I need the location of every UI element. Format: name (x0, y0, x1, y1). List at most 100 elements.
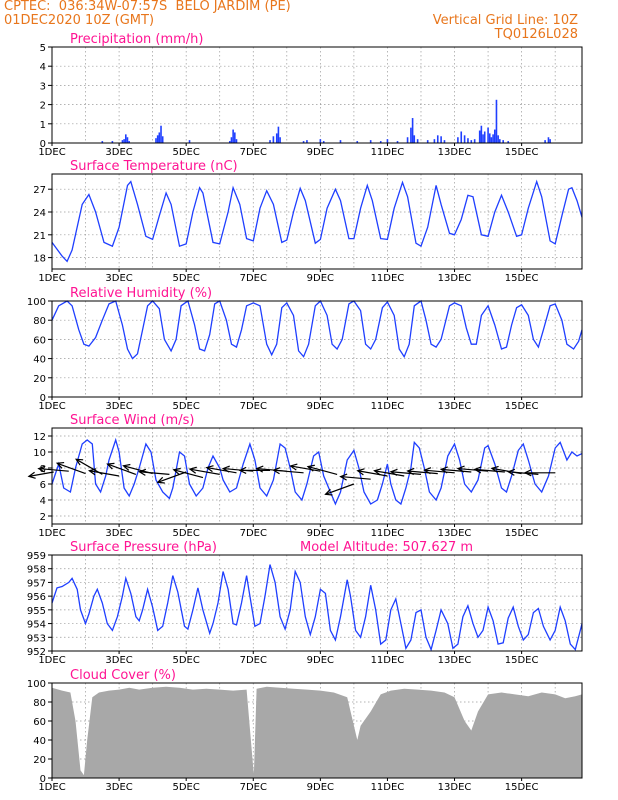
y-tick-label: 0 (40, 139, 46, 150)
x-tick-label: 5DEC (172, 147, 199, 158)
panel-title: Surface Wind (m/s) (70, 413, 194, 428)
panel-title: Surface Pressure (hPa) (70, 540, 217, 555)
precip-bar (188, 140, 191, 143)
x-tick-label: 11DEC (371, 273, 405, 284)
wind-arrow (173, 469, 204, 479)
wind-arrow-head (238, 466, 247, 474)
wind-arrow-head (37, 465, 46, 473)
x-tick-label: 11DEC (371, 401, 405, 412)
precip-bar (411, 118, 414, 143)
x-tick-label: 1DEC (38, 528, 65, 539)
x-tick-label: 1DEC (38, 147, 65, 158)
wind-arrow-head (188, 466, 197, 474)
wind-arrow-head (122, 463, 131, 471)
wind-arrow-head (456, 465, 465, 473)
x-tick-label: 7DEC (240, 273, 267, 284)
precip-bar (443, 140, 446, 143)
wind-arrow (206, 466, 237, 474)
y-tick-label: 40 (33, 355, 46, 366)
x-tick-label: 15DEC (505, 655, 539, 666)
x-tick-label: 9DEC (307, 273, 334, 284)
precip-bar (228, 141, 231, 143)
precip-bar (396, 141, 399, 143)
precip-bar (275, 133, 278, 143)
precip-bar (493, 129, 496, 143)
wind-arrow (107, 463, 137, 475)
y-tick-label: 80 (33, 698, 46, 709)
precip-bar (406, 137, 409, 143)
y-tick-label: 956 (27, 592, 46, 603)
y-tick-label: 1 (40, 120, 46, 131)
precip-bar (433, 139, 436, 143)
precip-bar (480, 125, 483, 143)
y-tick-label: 80 (33, 316, 46, 327)
x-tick-label: 15DEC (505, 147, 539, 158)
x-tick-label: 13DEC (438, 273, 472, 284)
header-code: TQ0126L028 (494, 27, 578, 42)
wind-arrow-head (306, 464, 315, 472)
wind-arrow (189, 468, 220, 475)
series-line (51, 437, 583, 506)
x-tick-label: 15DEC (505, 273, 539, 284)
wind-arrow-head (205, 465, 214, 473)
panel-frame (51, 427, 583, 525)
wind-arrow (38, 467, 69, 472)
precip-bar (156, 135, 159, 143)
precip-bar (126, 137, 129, 143)
wind-arrow-head (490, 465, 499, 473)
wind-arrow (139, 471, 170, 475)
wind-arrow-head (172, 467, 181, 475)
precip-bar (235, 139, 238, 143)
y-tick-label: 20 (33, 374, 46, 385)
x-tick-label: 5DEC (172, 401, 199, 412)
x-tick-label: 13DEC (438, 401, 472, 412)
x-tick-label: 11DEC (371, 147, 405, 158)
panel-title: Precipitation (mm/h) (70, 32, 203, 47)
precip-bar (473, 139, 476, 143)
wind-arrow (28, 471, 54, 477)
precip-bar (436, 135, 439, 143)
y-tick-label: 20 (33, 755, 46, 766)
x-tick-label: 15DEC (505, 528, 539, 539)
precip-bar (234, 132, 236, 143)
precip-bar (507, 141, 510, 143)
wind-arrow-head (324, 488, 333, 496)
wind-arrow (407, 470, 438, 475)
precip-bar (322, 141, 325, 143)
precip-bar (457, 137, 459, 143)
panel-frame (51, 554, 583, 652)
x-tick-label: 7DEC (240, 528, 267, 539)
wind-arrow-head (356, 468, 365, 476)
precip-bar (483, 131, 486, 143)
precip-bar (492, 134, 494, 143)
wind-arrow-head (439, 466, 448, 474)
precip-bar (232, 129, 234, 143)
x-tick-label: 3DEC (105, 273, 132, 284)
wind-arrow-head (289, 463, 298, 471)
x-tick-label: 9DEC (307, 655, 334, 666)
model-altitude: Model Altitude: 507.627 m (300, 540, 473, 555)
wind-arrow (157, 471, 187, 483)
x-tick-label: 5DEC (172, 655, 199, 666)
precip-bar (416, 139, 419, 143)
y-tick-label: 100 (27, 297, 46, 308)
precip-bar (478, 130, 481, 143)
panel-title: Relative Humidity (%) (70, 286, 212, 301)
y-tick-label: 0 (40, 393, 46, 404)
wind-arrow-head (74, 458, 84, 466)
x-tick-label: 3DEC (105, 528, 132, 539)
y-tick-label: 100 (27, 679, 46, 690)
y-tick-label: 60 (33, 335, 46, 346)
precip-bar (490, 137, 493, 143)
wind-arrow (374, 470, 405, 477)
y-tick-label: 954 (27, 620, 46, 631)
wind-arrow-head (27, 471, 36, 479)
precip-bar (369, 140, 372, 143)
x-tick-label: 9DEC (307, 401, 334, 412)
wind-arrow (307, 466, 338, 475)
precip-bar (230, 137, 233, 143)
cloud-area (52, 686, 582, 778)
wind-arrow-head (373, 468, 382, 476)
precip-bar (547, 137, 550, 143)
header-station: CPTEC: 036:34W-07:57S BELO JARDIM (PE) (4, 0, 291, 14)
